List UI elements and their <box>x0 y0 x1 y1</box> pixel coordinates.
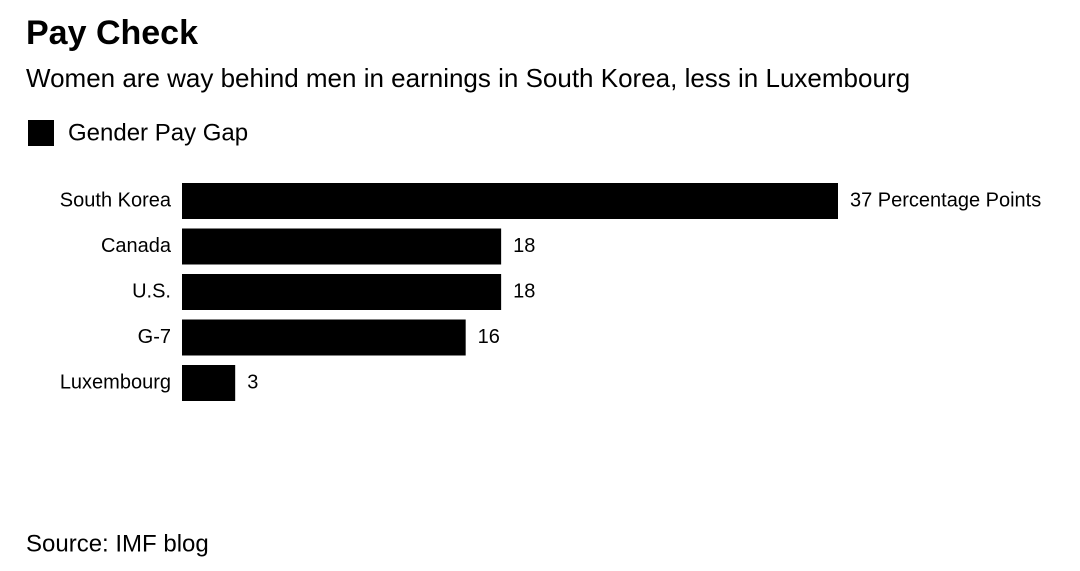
value-label: 37 Percentage Points <box>850 189 1041 211</box>
category-label: Luxembourg <box>60 371 171 393</box>
value-label: 18 <box>513 235 535 257</box>
category-label: South Korea <box>60 189 172 211</box>
legend-label: Gender Pay Gap <box>68 119 248 146</box>
value-label: 16 <box>478 326 500 348</box>
bar <box>182 183 838 219</box>
category-label: U.S. <box>132 280 171 302</box>
value-label: 3 <box>247 371 258 393</box>
bar <box>182 228 502 265</box>
chart-title: Pay Check <box>26 14 198 52</box>
category-label: G-7 <box>138 326 171 348</box>
source: Source: IMF blog <box>26 530 209 557</box>
bar <box>182 319 466 356</box>
bar <box>182 274 502 310</box>
chart-subtitle: Women are way behind men in earnings in … <box>26 63 910 93</box>
legend-swatch <box>28 120 54 146</box>
value-label: 18 <box>513 280 535 302</box>
category-label: Canada <box>101 235 172 257</box>
bar <box>182 365 236 401</box>
